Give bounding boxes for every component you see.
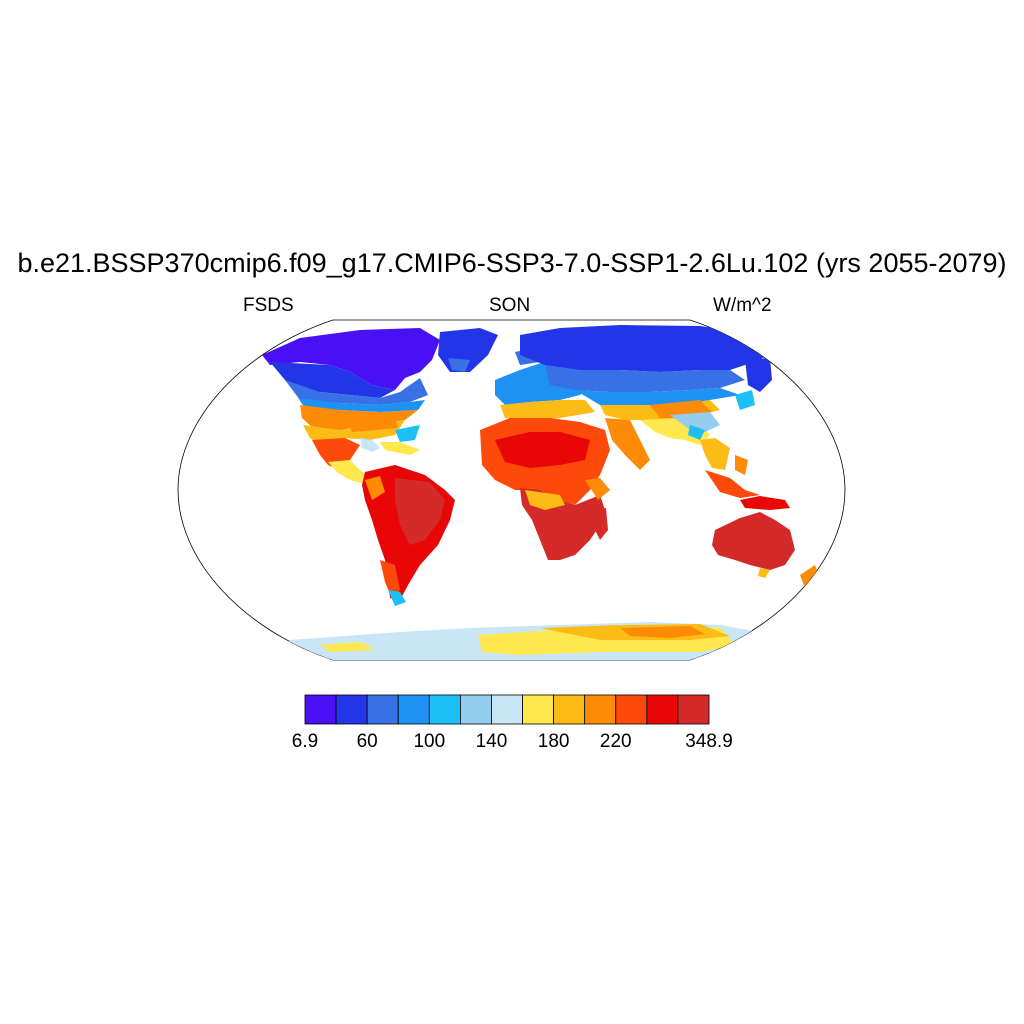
colorbar [304, 694, 710, 725]
colorbar-swatch [397, 694, 430, 725]
colorbar-swatch [491, 694, 523, 725]
units-label: W/m^2 [713, 295, 772, 316]
colorbar-swatch [584, 694, 617, 725]
land-fill [262, 325, 820, 660]
south-america [362, 465, 455, 606]
australia [712, 512, 795, 578]
colorbar-tick-label: 6.9 [291, 731, 319, 752]
colorbar-tick-label: 348.9 [685, 731, 733, 752]
colorbar-swatch [615, 694, 648, 725]
variable-name: FSDS [243, 295, 294, 316]
colorbar-tick-label: 100 [413, 731, 446, 752]
colorbar-tick-label: 140 [475, 731, 508, 752]
maritime-asia [705, 455, 790, 510]
colorbar-tick-label: 220 [599, 731, 632, 752]
colorbar-swatch [304, 694, 337, 725]
season-label: SON [489, 295, 531, 316]
colorbar-swatch [553, 694, 586, 725]
colorbar-swatch [366, 694, 399, 725]
antarctica [280, 622, 800, 660]
asia [520, 325, 775, 470]
colorbar-swatch [677, 694, 710, 725]
colorbar-swatch [646, 694, 679, 725]
plot-title: b.e21.BSSP370cmip6.f09_g17.CMIP6-SSP3-7.… [17, 248, 1007, 278]
colorbar-tick-label: 60 [356, 731, 378, 752]
new-zealand [800, 565, 820, 588]
colorbar-swatch [335, 694, 368, 725]
colorbar-swatch [459, 694, 492, 725]
africa [480, 418, 610, 560]
north-america [262, 328, 440, 484]
colorbar-swatch [428, 694, 461, 725]
colorbar-tick-label: 180 [537, 731, 570, 752]
colorbar-swatch [522, 694, 555, 725]
